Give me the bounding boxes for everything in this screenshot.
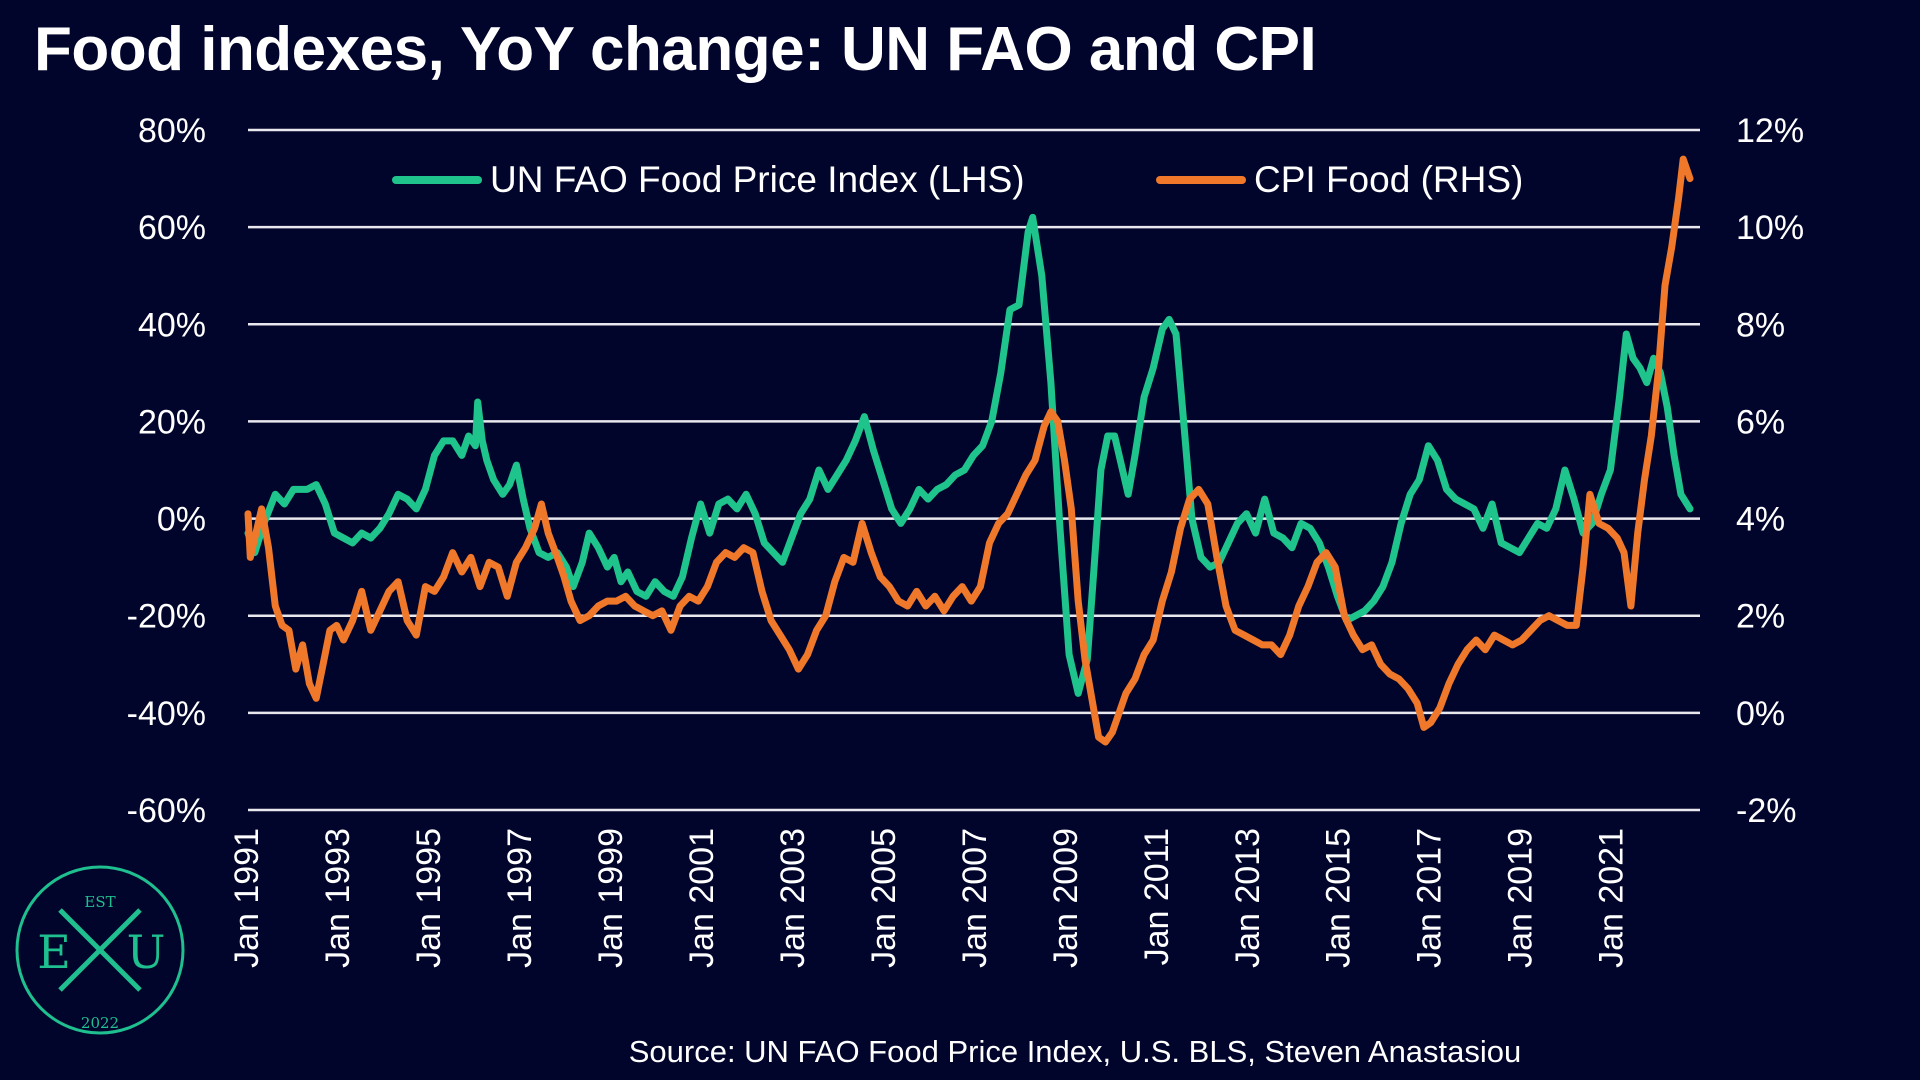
right-tick-label: 0% xyxy=(1736,695,1785,733)
logo-cross-stroke-2 xyxy=(58,908,142,992)
x-axis-tick-labels: Jan 1991 Jan 1993 Jan 1995 Jan 1997 Jan 1999… xyxy=(228,828,1631,968)
gridlines xyxy=(248,128,1700,812)
x-tick-label: Jan 2005 xyxy=(865,828,903,968)
logo-year: 2022 xyxy=(81,1014,119,1032)
right-tick-label: 2% xyxy=(1736,598,1785,636)
x-tick-label: Jan 2017 xyxy=(1411,828,1449,968)
x-tick-label: Jan 1997 xyxy=(501,828,539,968)
x-tick-label: Jan 2019 xyxy=(1502,828,1540,968)
series-lines xyxy=(244,155,1694,746)
x-tick-label: Jan 2007 xyxy=(956,828,994,968)
x-tick-label: Jan 1995 xyxy=(410,828,448,968)
right-tick-label: 10% xyxy=(1736,209,1804,247)
exu-logo: EST E U 2022 xyxy=(15,865,185,1035)
logo-est: EST xyxy=(84,893,115,911)
left-tick-label: 40% xyxy=(138,306,206,344)
x-tick-label: Jan 1993 xyxy=(319,828,357,968)
source-note: Source: UN FAO Food Price Index, U.S. BL… xyxy=(628,1034,1522,1069)
right-tick-label: 12% xyxy=(1736,112,1804,150)
x-tick-label: Jan 2013 xyxy=(1229,828,1267,968)
left-axis-tick-labels: -60% -40% -20% 0% 20% 40% 60% 80% xyxy=(127,112,206,830)
left-tick-label: -40% xyxy=(127,695,206,733)
left-tick-label: 60% xyxy=(138,209,206,247)
right-tick-label: -2% xyxy=(1736,792,1796,830)
logo-letter-u: U xyxy=(127,925,166,979)
x-tick-label: Jan 2001 xyxy=(683,828,721,968)
left-tick-label: -60% xyxy=(127,792,206,830)
right-tick-label: 8% xyxy=(1736,306,1785,344)
x-tick-label: Jan 1991 xyxy=(228,828,266,968)
series-line-0 xyxy=(244,213,1694,697)
right-tick-label: 4% xyxy=(1736,501,1785,539)
x-tick-label: Jan 2011 xyxy=(1138,828,1176,965)
logo-ring xyxy=(15,865,185,1035)
chart-title: Food indexes, YoY change: UN FAO and CPI xyxy=(34,15,1317,84)
legend: UN FAO Food Price Index (LHS) CPI Food (R… xyxy=(392,159,1523,200)
x-tick-label: Jan 2009 xyxy=(1047,828,1085,968)
left-tick-label: 20% xyxy=(138,403,206,441)
legend-label-0: UN FAO Food Price Index (LHS) xyxy=(490,159,1025,200)
series-line-1 xyxy=(244,155,1694,746)
logo-letter-e: E xyxy=(37,925,71,979)
left-tick-label: -20% xyxy=(127,598,206,636)
x-tick-label: Jan 2021 xyxy=(1593,828,1631,968)
x-tick-label: Jan 2003 xyxy=(774,828,812,968)
right-axis-tick-labels: -2% 0% 2% 4% 6% 8% 10% 12% xyxy=(1736,112,1804,830)
left-tick-label: 0% xyxy=(157,501,206,539)
x-tick-label: Jan 1999 xyxy=(592,828,630,968)
left-tick-label: 80% xyxy=(138,112,206,150)
legend-label-1: CPI Food (RHS) xyxy=(1254,159,1523,200)
x-tick-label: Jan 2015 xyxy=(1320,828,1358,968)
right-tick-label: 6% xyxy=(1736,403,1785,441)
